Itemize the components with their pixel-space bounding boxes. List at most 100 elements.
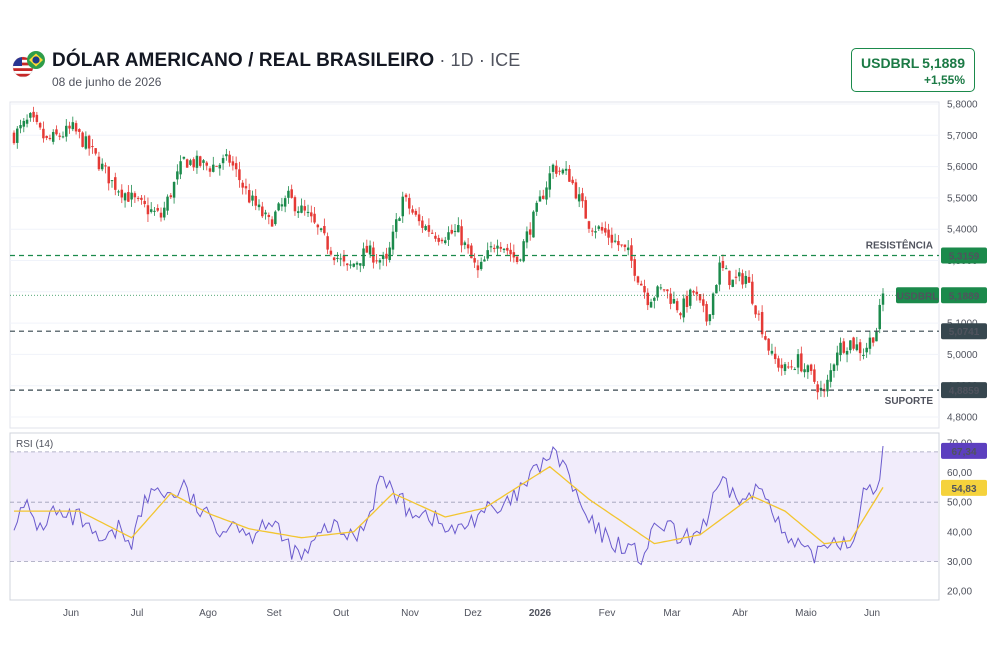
- candle-body: [705, 304, 708, 322]
- candle-body: [783, 364, 787, 372]
- rsi-ma-tag: [941, 479, 987, 496]
- price-y-tick: 5,4000: [947, 225, 978, 236]
- candle-body: [698, 294, 702, 301]
- x-axis-tick: Jun: [864, 608, 880, 619]
- candle-body: [708, 314, 712, 322]
- candle-body: [607, 229, 610, 238]
- candle-body: [182, 156, 186, 159]
- candle-body: [466, 244, 470, 249]
- candle-body: [149, 209, 153, 212]
- candle-body: [156, 208, 159, 211]
- candle-body: [401, 196, 405, 217]
- candle-body: [120, 189, 124, 198]
- candle-body: [483, 259, 486, 262]
- candle-body: [760, 312, 764, 335]
- candle-body: [100, 163, 104, 170]
- candle-body: [87, 135, 91, 149]
- candle-body: [437, 237, 440, 242]
- candle-body: [267, 214, 271, 218]
- candle-body: [110, 180, 114, 182]
- candle-body: [306, 211, 310, 214]
- candle-body: [659, 287, 663, 289]
- candle-body: [264, 212, 267, 215]
- candle-body: [777, 358, 780, 368]
- candle-body: [296, 211, 300, 214]
- candle-body: [528, 229, 532, 235]
- candle-body: [81, 132, 84, 147]
- candle-body: [29, 113, 32, 118]
- candle-body: [417, 214, 421, 222]
- candle-body: [427, 225, 431, 232]
- rsi-value-tag: [941, 442, 987, 459]
- candle-body: [359, 263, 362, 266]
- candle-body: [323, 226, 326, 234]
- candle-body: [581, 193, 584, 202]
- candle-body: [247, 190, 251, 203]
- x-axis-tick: Set: [266, 608, 281, 619]
- candle-body: [747, 276, 751, 283]
- candle-body: [806, 365, 810, 373]
- ticker-quote-box[interactable]: USDBRL 5,1889 +1,55%: [851, 48, 975, 92]
- candle-body: [470, 245, 473, 259]
- candle-body: [228, 154, 231, 163]
- candle-body: [610, 234, 614, 243]
- candle-body: [793, 369, 797, 371]
- candle-body: [185, 159, 189, 168]
- candle-body: [127, 192, 130, 202]
- price-y-tick: 5,0000: [947, 350, 978, 361]
- candle-body: [117, 191, 120, 193]
- candle-body: [225, 154, 228, 157]
- support-label: SUPORTE: [885, 396, 934, 407]
- candle-body: [881, 293, 885, 305]
- candle-body: [463, 242, 467, 246]
- candle-body: [731, 279, 734, 287]
- candle-body: [293, 197, 297, 212]
- candle-body: [816, 384, 819, 393]
- x-axis-tick: Dez: [464, 608, 482, 619]
- candle-body: [773, 353, 777, 360]
- candle-body: [25, 119, 29, 124]
- candle-body: [826, 379, 829, 392]
- candle-body: [809, 364, 813, 371]
- candle-body: [251, 195, 254, 201]
- candle-body: [486, 250, 489, 259]
- candle-body: [107, 166, 110, 184]
- support-price-tag: [941, 382, 987, 399]
- candle-body: [858, 342, 862, 354]
- resistance-label: RESISTÊNCIA: [866, 239, 933, 252]
- candle-body: [770, 350, 774, 354]
- candle-body: [352, 263, 356, 267]
- candle-body: [208, 168, 212, 172]
- candle-body: [519, 259, 522, 261]
- candle-body: [310, 212, 313, 217]
- candle-body: [535, 202, 538, 212]
- candle-body: [329, 250, 333, 255]
- candle-body: [767, 338, 770, 351]
- candle-body: [496, 245, 499, 249]
- candle-body: [640, 283, 643, 286]
- candle-body: [342, 255, 346, 262]
- candle-body: [48, 137, 52, 140]
- candle-body: [398, 218, 401, 221]
- candle-body: [381, 255, 385, 259]
- candle-body: [718, 262, 721, 285]
- candle-body: [538, 196, 542, 202]
- candle-body: [620, 244, 623, 246]
- candle-body: [473, 258, 476, 263]
- rsi-value-tag-text: 67,34: [951, 447, 976, 458]
- candle-body: [55, 129, 58, 135]
- ticker-symbol: USDBRL: [861, 55, 920, 71]
- chart-header: DÓLAR AMERICANO / REAL BRASILEIRO · 1D ·…: [12, 46, 987, 96]
- candle-body: [623, 244, 627, 248]
- candle-body: [558, 170, 561, 172]
- candle-body: [280, 204, 284, 207]
- candle-body: [146, 205, 150, 215]
- candle-body: [479, 261, 483, 270]
- candle-body: [136, 197, 140, 199]
- candle-body: [68, 125, 71, 129]
- candle-body: [525, 231, 529, 243]
- resistance-price-tag-text: 5,3159: [949, 252, 980, 263]
- candle-body: [738, 272, 741, 277]
- candle-body: [202, 160, 205, 163]
